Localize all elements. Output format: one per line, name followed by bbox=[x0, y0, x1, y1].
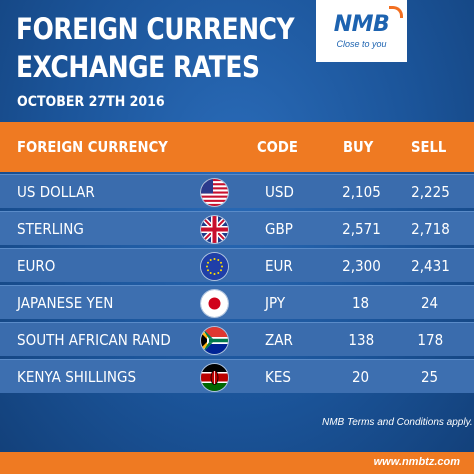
buy-rate: 2,300 bbox=[341, 256, 381, 275]
currency-name: US DOLLAR bbox=[17, 182, 95, 201]
buy-rate: 138 bbox=[348, 330, 374, 349]
currency-name: EURO bbox=[17, 256, 56, 275]
column-header-code: CODE bbox=[257, 138, 298, 156]
buy-rate: 2,105 bbox=[341, 182, 381, 201]
column-header-currency: FOREIGN CURRENCY bbox=[17, 138, 168, 156]
currency-code: ZAR bbox=[265, 330, 293, 349]
logo-swoosh-icon bbox=[389, 5, 404, 18]
rates-table: US DOLLAR USD 2,105 2,225 STERLING bbox=[0, 174, 474, 396]
sell-rate: 178 bbox=[417, 330, 443, 349]
currency-name: KENYA SHILLINGS bbox=[17, 367, 137, 386]
nmb-logo: NMB Close to you bbox=[316, 0, 407, 62]
table-row: SOUTH AFRICAN RAND ZAR 138 178 bbox=[0, 322, 474, 356]
rates-date: OCTOBER 27TH 2016 bbox=[17, 94, 165, 110]
currency-code: GBP bbox=[265, 219, 293, 238]
sell-rate: 2,718 bbox=[410, 219, 450, 238]
website-link[interactable]: www.nmbtz.com bbox=[373, 456, 460, 468]
logo-wordmark: NMB bbox=[333, 5, 404, 37]
page-title: FOREIGN CURRENCY EXCHANGE RATES bbox=[16, 10, 300, 86]
south-africa-flag-icon bbox=[201, 327, 228, 354]
sell-rate: 24 bbox=[421, 293, 439, 312]
table-row: KENYA SHILLINGS KES 20 25 bbox=[0, 359, 474, 393]
japan-flag-icon bbox=[201, 290, 228, 317]
table-header: FOREIGN CURRENCY CODE BUY SELL bbox=[0, 122, 474, 172]
table-row: STERLING GBP 2,571 2,718 bbox=[0, 211, 474, 245]
column-header-sell: SELL bbox=[411, 138, 447, 156]
currency-name: JAPANESE YEN bbox=[17, 293, 114, 312]
currency-name: STERLING bbox=[17, 219, 84, 238]
title-line-1: FOREIGN CURRENCY bbox=[16, 12, 295, 46]
terms-note: NMB Terms and Conditions apply. bbox=[322, 417, 473, 428]
sell-rate: 2,431 bbox=[410, 256, 450, 275]
logo-brand-text: NMB bbox=[333, 11, 390, 37]
table-row: US DOLLAR USD 2,105 2,225 bbox=[0, 174, 474, 208]
currency-code: USD bbox=[265, 182, 294, 201]
table-row: EURO EUR bbox=[0, 248, 474, 282]
sell-rate: 25 bbox=[421, 367, 439, 386]
eu-flag-icon bbox=[201, 253, 228, 280]
currency-code: EUR bbox=[265, 256, 293, 275]
footer-bar: www.nmbtz.com bbox=[0, 452, 474, 474]
currency-code: KES bbox=[265, 367, 291, 386]
usa-flag-icon bbox=[201, 179, 228, 206]
currency-name: SOUTH AFRICAN RAND bbox=[17, 330, 171, 349]
column-header-buy: BUY bbox=[343, 138, 374, 156]
title-line-2: EXCHANGE RATES bbox=[16, 50, 260, 84]
uk-flag-icon bbox=[201, 216, 228, 243]
table-row: JAPANESE YEN JPY 18 24 bbox=[0, 285, 474, 319]
buy-rate: 2,571 bbox=[341, 219, 381, 238]
buy-rate: 18 bbox=[352, 293, 370, 312]
kenya-flag-icon bbox=[201, 364, 228, 391]
buy-rate: 20 bbox=[352, 367, 370, 386]
logo-tagline: Close to you bbox=[336, 38, 387, 49]
sell-rate: 2,225 bbox=[410, 182, 450, 201]
currency-code: JPY bbox=[265, 293, 286, 312]
